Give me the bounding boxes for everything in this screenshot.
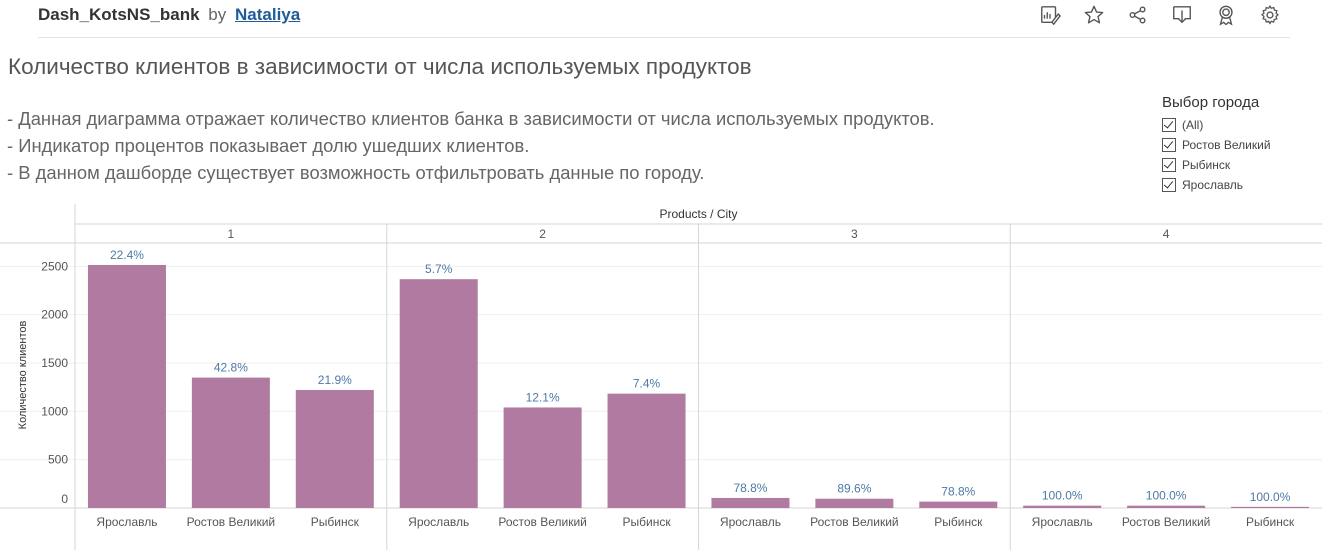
bar[interactable] [399,279,478,508]
bar-data-label: 42.8% [214,361,248,375]
filter-item-rostov[interactable]: Ростов Великий [1162,135,1312,155]
toolbar-icons [1039,4,1281,26]
y-tick-label: 0 [61,492,68,506]
filter-item-all[interactable]: (All) [1162,115,1312,135]
x-tick-label: Ростов Великий [187,515,276,529]
x-tick-label: Рыбинск [934,515,983,529]
bar-data-label: 78.8% [941,485,975,499]
bar[interactable] [815,498,894,508]
bar-data-label: 78.8% [733,481,767,495]
y-tick-label: 1000 [41,404,68,418]
bar-data-label: 100.0% [1042,489,1083,503]
pane-header-label: 1 [228,227,235,241]
bar[interactable] [607,393,686,508]
toolbar-divider [38,37,1290,38]
bar[interactable] [1127,505,1206,508]
y-tick-label: 2000 [41,308,68,322]
by-label: by [208,5,227,24]
bar[interactable] [1023,505,1102,508]
column-header-title: Products / City [659,207,737,221]
bar-data-label: 22.4% [110,248,144,262]
bar[interactable] [711,497,790,508]
x-tick-label: Ярославль [1032,515,1093,529]
y-tick-label: 1500 [41,356,68,370]
checkbox-checked-icon[interactable] [1162,138,1176,152]
bar[interactable] [87,264,166,508]
bar[interactable] [1231,506,1310,508]
filter-item-label: Рыбинск [1182,158,1231,172]
bar-data-label: 100.0% [1250,490,1291,504]
workbook-title: Dash_KotsNS_bank by Nataliya [38,5,300,25]
workbook-name: Dash_KotsNS_bank [38,5,200,24]
filter-item-label: Ростов Великий [1182,138,1271,152]
filter-item-rybinsk[interactable]: Рыбинск [1162,155,1312,175]
bar[interactable] [503,407,582,508]
bar[interactable] [295,389,374,508]
top-toolbar: Dash_KotsNS_bank by Nataliya [0,0,1325,38]
y-axis-label: Количество клиентов [17,321,29,430]
city-filter: Выбор города (All) Ростов Великий Рыбинс… [1162,94,1312,195]
bar-data-label: 21.9% [318,373,352,387]
x-tick-label: Ярославль [720,515,781,529]
edit-icon[interactable] [1039,4,1061,26]
dashboard-title: Количество клиентов в зависимости от чис… [8,54,752,79]
x-tick-label: Ярославль [408,515,469,529]
settings-gear-icon[interactable] [1259,4,1281,26]
filter-item-label: Ярославль [1182,178,1244,192]
y-tick-label: 500 [48,453,68,467]
description-line: - В данном дашборде существует возможнос… [7,162,705,183]
filter-title: Выбор города [1162,94,1260,111]
filter-item-yaroslavl[interactable]: Ярославль [1162,175,1312,195]
x-tick-label: Рыбинск [311,515,360,529]
bar-data-label: 5.7% [425,262,453,276]
bar-chart: Products / City Количество клиентов 0 500 10… [0,204,1322,550]
x-tick-label: Ростов Великий [498,515,587,529]
checkbox-checked-icon[interactable] [1162,178,1176,192]
bar[interactable] [191,377,270,508]
author-link[interactable]: Nataliya [235,5,301,24]
pane-header-label: 4 [1163,227,1170,241]
x-tick-label: Рыбинск [1246,515,1295,529]
badge-icon[interactable] [1215,4,1237,26]
dashboard-description: - Данная диаграмма отражает количество к… [7,105,935,186]
share-icon[interactable] [1127,4,1149,26]
bar-data-label: 89.6% [837,482,871,496]
bar-data-label: 100.0% [1146,489,1187,503]
filter-item-label: (All) [1182,118,1204,132]
pane-header-label: 2 [539,227,546,241]
x-tick-label: Рыбинск [622,515,671,529]
bar-data-label: 12.1% [526,390,560,404]
x-tick-label: Ростов Великий [810,515,899,529]
bar-data-label: 7.4% [633,377,661,391]
favorite-star-icon[interactable] [1083,4,1105,26]
description-line: - Индикатор процентов показывает долю уш… [7,135,530,156]
x-tick-label: Ростов Великий [1122,515,1211,529]
x-tick-label: Ярославль [96,515,157,529]
y-tick-label: 2500 [41,259,68,273]
bar[interactable] [919,501,998,508]
description-line: - Данная диаграмма отражает количество к… [7,108,935,129]
checkbox-checked-icon[interactable] [1162,118,1176,132]
checkbox-checked-icon[interactable] [1162,158,1176,172]
pane-header-label: 3 [851,227,858,241]
download-icon[interactable] [1171,4,1193,26]
